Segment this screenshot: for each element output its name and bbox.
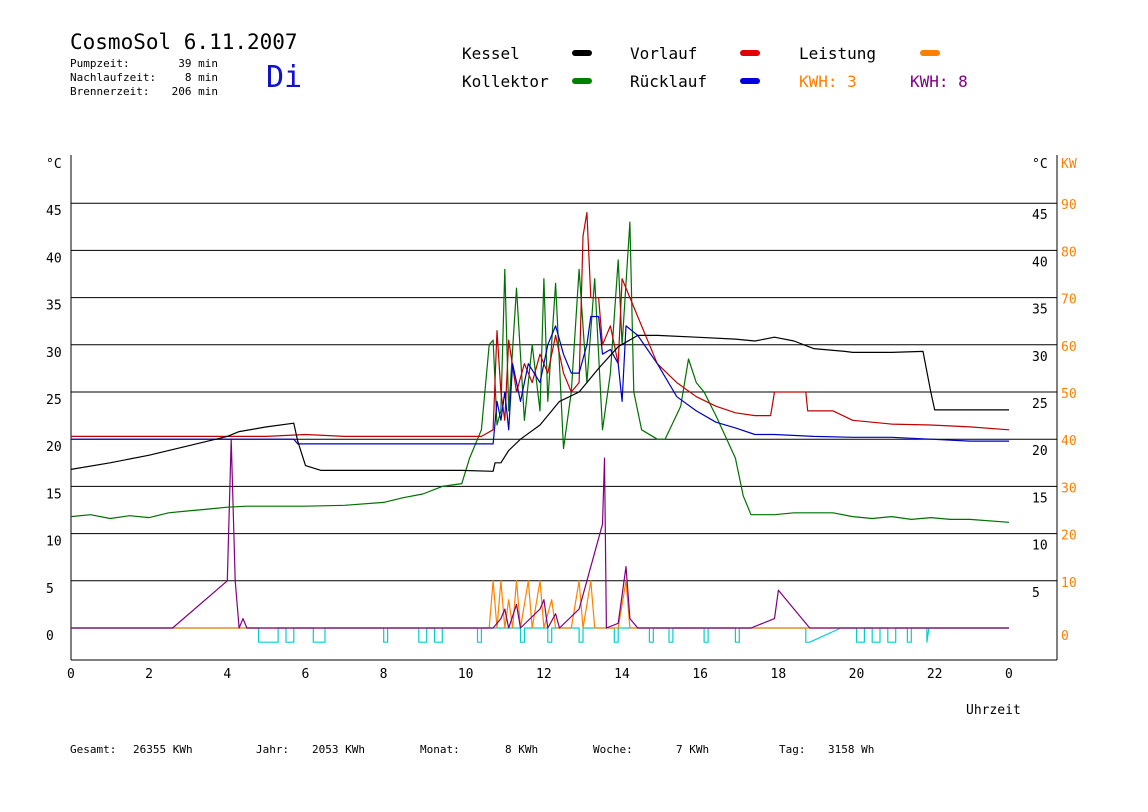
kw-tick-40: 40 — [1061, 434, 1077, 449]
y-axis-unit-kw: KW — [1061, 157, 1077, 172]
legend-vorlauf-label: Vorlauf — [630, 44, 698, 63]
legend-leistung-swatch — [920, 50, 940, 56]
nachlaufzeit-value: 8 min — [184, 71, 218, 84]
y-tick-left-10: 10 — [46, 535, 62, 550]
nachlaufzeit-label: Nachlaufzeit: — [70, 71, 157, 84]
kw-tick-50: 50 — [1061, 387, 1077, 402]
y-tick-left-5: 5 — [46, 582, 54, 597]
y-tick-right-40: 40 — [1032, 255, 1048, 270]
x-tick-5: 10 — [458, 667, 474, 682]
y-tick-right-25: 25 — [1032, 397, 1048, 412]
legend-kessel-label: Kessel — [462, 44, 520, 63]
footer-jahr-value: 2053 KWh — [312, 743, 365, 756]
kw-tick-70: 70 — [1061, 293, 1077, 308]
x-tick-6: 12 — [536, 667, 552, 682]
y-tick-right-30: 30 — [1032, 350, 1048, 365]
series-leistung — [71, 580, 1009, 629]
y-tick-left-25: 25 — [46, 393, 62, 408]
y-tick-left-35: 35 — [46, 299, 62, 314]
footer-tag-label: Tag: — [779, 743, 806, 756]
legend-kessel-swatch — [572, 50, 592, 56]
y-tick-right-20: 20 — [1032, 444, 1048, 459]
y-tick-right-45: 45 — [1032, 208, 1048, 223]
x-tick-4: 8 — [380, 667, 388, 682]
x-tick-2: 4 — [223, 667, 231, 682]
y-tick-left-0: 0 — [46, 629, 54, 644]
footer-woche-label: Woche: — [593, 743, 633, 756]
x-tick-3: 6 — [302, 667, 310, 682]
series-kessel — [70, 334, 1009, 472]
footer-gesamt-label: Gesamt: — [70, 743, 117, 756]
legend-kollektor-label: Kollektor — [462, 72, 549, 91]
x-tick-11: 22 — [927, 667, 943, 682]
y-tick-right-10: 10 — [1032, 539, 1048, 554]
footer-monat-value: 8 KWh — [505, 743, 539, 756]
x-tick-10: 20 — [849, 667, 865, 682]
pumpzeit-value: 39 min — [178, 57, 218, 70]
kw-tick-30: 30 — [1061, 481, 1077, 496]
weekday-label: Di — [266, 60, 303, 95]
pumpzeit-label: Pumpzeit: — [70, 57, 130, 70]
legend-kollektor-swatch — [572, 78, 592, 84]
legend-kwh-1: KWH: 3 — [799, 72, 857, 91]
y-tick-right-5: 5 — [1032, 586, 1040, 601]
footer-monat-label: Monat: — [420, 743, 460, 756]
series-kollektor — [70, 221, 1010, 523]
kw-tick-90: 90 — [1061, 198, 1077, 213]
y-tick-left-30: 30 — [46, 346, 62, 361]
series-pump — [71, 627, 1009, 643]
y-axis-unit-right: °C — [1032, 157, 1048, 172]
x-tick-12: 0 — [1005, 667, 1013, 682]
kw-tick-60: 60 — [1061, 340, 1077, 355]
x-tick-8: 16 — [692, 667, 708, 682]
legend-vorlauf-swatch — [740, 50, 760, 56]
chart-title: CosmoSol 6.11.2007 — [70, 30, 298, 54]
legend-ruecklauf-label: Rücklauf — [630, 72, 708, 91]
y-axis-unit-left: °C — [46, 157, 62, 172]
y-tick-right-35: 35 — [1032, 303, 1048, 318]
kw-tick-0: 0 — [1061, 629, 1069, 644]
brennerzeit-value: 206 min — [171, 85, 218, 98]
x-tick-9: 18 — [771, 667, 787, 682]
x-tick-0: 0 — [67, 667, 75, 682]
series-energy — [71, 438, 1009, 629]
y-tick-left-20: 20 — [46, 440, 62, 455]
kw-tick-10: 10 — [1061, 576, 1077, 591]
footer-jahr-label: Jahr: — [256, 743, 290, 756]
y-tick-left-45: 45 — [46, 204, 62, 219]
footer-woche-value: 7 KWh — [676, 743, 710, 756]
kw-tick-20: 20 — [1061, 529, 1077, 544]
x-tick-1: 2 — [145, 667, 153, 682]
y-tick-right-15: 15 — [1032, 491, 1048, 506]
x-axis-label: Uhrzeit — [966, 703, 1021, 718]
series-vorlauf — [71, 212, 1010, 437]
footer-tag-value: 3158 Wh — [828, 743, 875, 756]
kw-tick-80: 80 — [1061, 245, 1077, 260]
brennerzeit-label: Brennerzeit: — [70, 85, 150, 98]
series-ruecklauf — [71, 315, 1009, 445]
y-tick-left-40: 40 — [46, 251, 62, 266]
legend-kwh-2: KWH: 8 — [910, 72, 968, 91]
legend-ruecklauf-swatch — [740, 78, 760, 84]
legend-leistung-label: Leistung — [799, 44, 877, 63]
y-tick-left-15: 15 — [46, 487, 62, 502]
footer-gesamt-value: 26355 KWh — [133, 743, 193, 756]
x-tick-7: 14 — [614, 667, 630, 682]
